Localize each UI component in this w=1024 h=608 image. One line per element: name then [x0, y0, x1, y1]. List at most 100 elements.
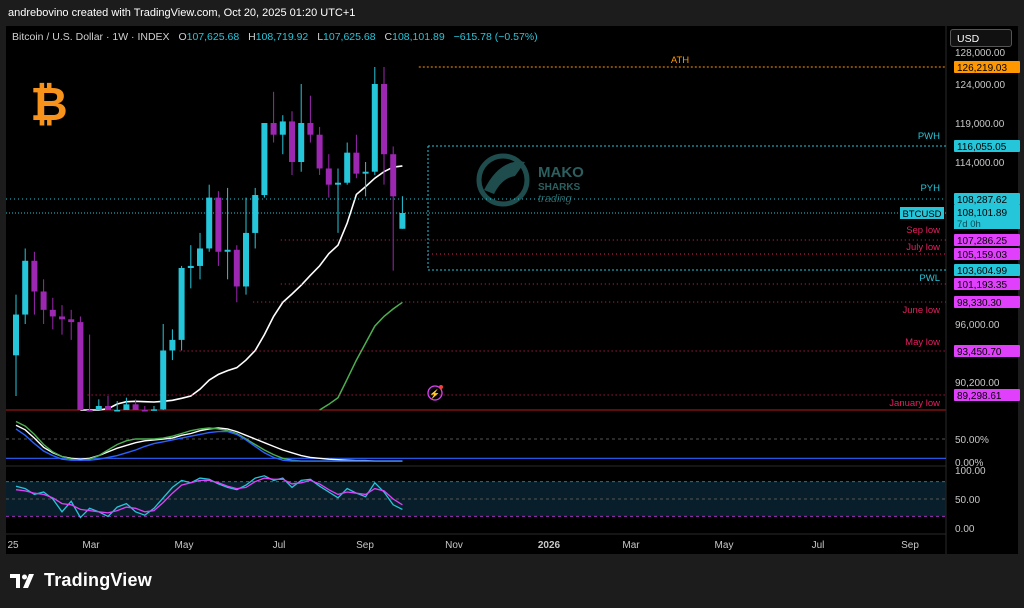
tradingview-brand: TradingView — [44, 570, 152, 590]
current-price-value: 108,101.89 — [957, 208, 1007, 219]
price-box-ath-box[interactable] — [954, 61, 1020, 73]
price-box-pwl-box[interactable] — [954, 264, 1020, 276]
candle-25[interactable] — [243, 197, 249, 295]
price-box-june-low-box[interactable] — [954, 296, 1020, 308]
candle-body — [233, 249, 240, 287]
candle-38[interactable] — [362, 162, 369, 197]
candle-26[interactable] — [252, 187, 259, 249]
time-axis[interactable]: 25 Mar May Jul Sep Nov 2026 Mar May Jul Sep — [6, 533, 946, 551]
candle-0[interactable] — [13, 294, 19, 396]
price-box-pyh-value: 108,287.62 — [957, 195, 1007, 206]
candle-34[interactable] — [325, 154, 332, 198]
y-tick-90-200-00: 90,200.00 — [955, 378, 1000, 389]
oscillator-pane-1[interactable]: 50.00% 0.00% — [6, 420, 989, 470]
candle-28[interactable] — [270, 91, 277, 143]
candle-3[interactable] — [40, 279, 47, 324]
current-price-box[interactable] — [954, 205, 1020, 229]
candle-17[interactable] — [169, 329, 176, 361]
candle-31[interactable] — [298, 84, 305, 172]
ohlc-low: L107,625.68 — [317, 31, 376, 43]
price-box-july-low-box[interactable] — [954, 248, 1020, 260]
price-box-sep-low-box[interactable] — [954, 234, 1020, 246]
candle-21[interactable] — [206, 184, 213, 252]
candle-16[interactable] — [160, 324, 167, 410]
candle-7[interactable] — [77, 316, 84, 410]
candle-32[interactable] — [307, 95, 314, 143]
alert-dot-icon — [439, 385, 443, 389]
candle-body — [261, 123, 268, 196]
oscillator-pane-2[interactable]: 100.00 50.00 0.00 — [6, 466, 986, 535]
candle-body — [187, 265, 194, 268]
candle-30[interactable] — [289, 111, 295, 175]
level-label-january-low: January low — [889, 398, 940, 409]
candle-body — [178, 267, 185, 340]
bar-countdown: 7d 0h — [957, 219, 981, 230]
candle-11[interactable] — [114, 400, 121, 412]
candle-36[interactable] — [344, 142, 351, 185]
candle-27[interactable] — [261, 123, 268, 198]
candle-body — [307, 123, 314, 135]
symbol-name[interactable]: Bitcoin / U.S. Dollar · 1W · INDEX — [12, 31, 170, 43]
price-box-july-low-value: 105,159.03 — [957, 250, 1007, 261]
candle-body — [114, 410, 121, 412]
watermark-line3: trading — [538, 193, 573, 205]
ohlc-open: O107,625.68 — [178, 31, 240, 43]
candle-12[interactable] — [123, 397, 130, 410]
candle-body — [335, 182, 341, 185]
candle-42[interactable] — [399, 196, 406, 229]
candle-39[interactable] — [371, 67, 378, 175]
candle-body — [49, 309, 56, 317]
currency-button[interactable]: USD — [950, 29, 1012, 47]
y-tick-114-000-00: 114,000.00 — [955, 158, 1005, 169]
price-box-sep-low-value: 107,286.25 — [957, 236, 1007, 247]
x-tick-jul-9: Jul — [812, 540, 825, 551]
candle-40[interactable] — [381, 67, 387, 185]
candle-14[interactable] — [141, 406, 148, 412]
symbol-tag-box — [900, 207, 944, 219]
candle-22[interactable] — [215, 191, 222, 266]
candle-29[interactable] — [279, 115, 286, 155]
osc1-series-2 — [15, 428, 403, 462]
candle-9[interactable] — [95, 399, 102, 410]
candle-body — [224, 249, 231, 252]
price-box-january-low-box[interactable] — [954, 389, 1020, 401]
candle-15[interactable] — [151, 406, 157, 411]
candle-10[interactable] — [105, 395, 111, 410]
candle-33[interactable] — [316, 126, 323, 175]
price-box-101-193-35-value: 101,193.35 — [957, 280, 1007, 291]
credit-text: andrebovino created with TradingView.com… — [8, 7, 356, 19]
candle-body — [243, 232, 249, 287]
level-label-ath: ATH — [671, 55, 689, 66]
price-axis[interactable]: 128,000.00 124,000.00 119,000.00 114,000.00… — [900, 48, 1020, 402]
watermark-line2: SHARKS — [538, 182, 581, 193]
candle-23[interactable] — [224, 187, 231, 280]
price-box-pyh-box[interactable] — [954, 193, 1020, 205]
candle-body — [381, 84, 387, 155]
price-box-101-193-35-box[interactable] — [954, 278, 1020, 290]
candle-1[interactable] — [22, 248, 29, 324]
level-label-pwh: PWH — [918, 131, 940, 142]
alert-lightning-icon: ⚡ — [429, 388, 440, 400]
candle-8[interactable] — [86, 334, 93, 412]
price-box-may-low-box[interactable] — [954, 345, 1020, 357]
candle-4[interactable] — [49, 297, 56, 330]
candle-20[interactable] — [197, 232, 203, 280]
candle-body — [105, 406, 111, 410]
candle-35[interactable] — [335, 168, 341, 233]
candle-41[interactable] — [390, 146, 397, 271]
tradingview-logo[interactable]: TradingView — [10, 570, 152, 591]
candle-37[interactable] — [353, 134, 360, 179]
candle-18[interactable] — [178, 265, 185, 351]
candle-19[interactable] — [187, 245, 194, 289]
candles[interactable]: ⚡ — [13, 67, 443, 412]
candle-24[interactable] — [233, 245, 240, 303]
candle-2[interactable] — [31, 251, 38, 315]
candle-13[interactable] — [132, 399, 139, 410]
candle-5[interactable] — [59, 305, 65, 335]
candle-6[interactable] — [68, 309, 75, 340]
price-box-pwh-box[interactable] — [954, 140, 1020, 152]
price-box-june-low-value: 98,330.30 — [957, 298, 1002, 309]
